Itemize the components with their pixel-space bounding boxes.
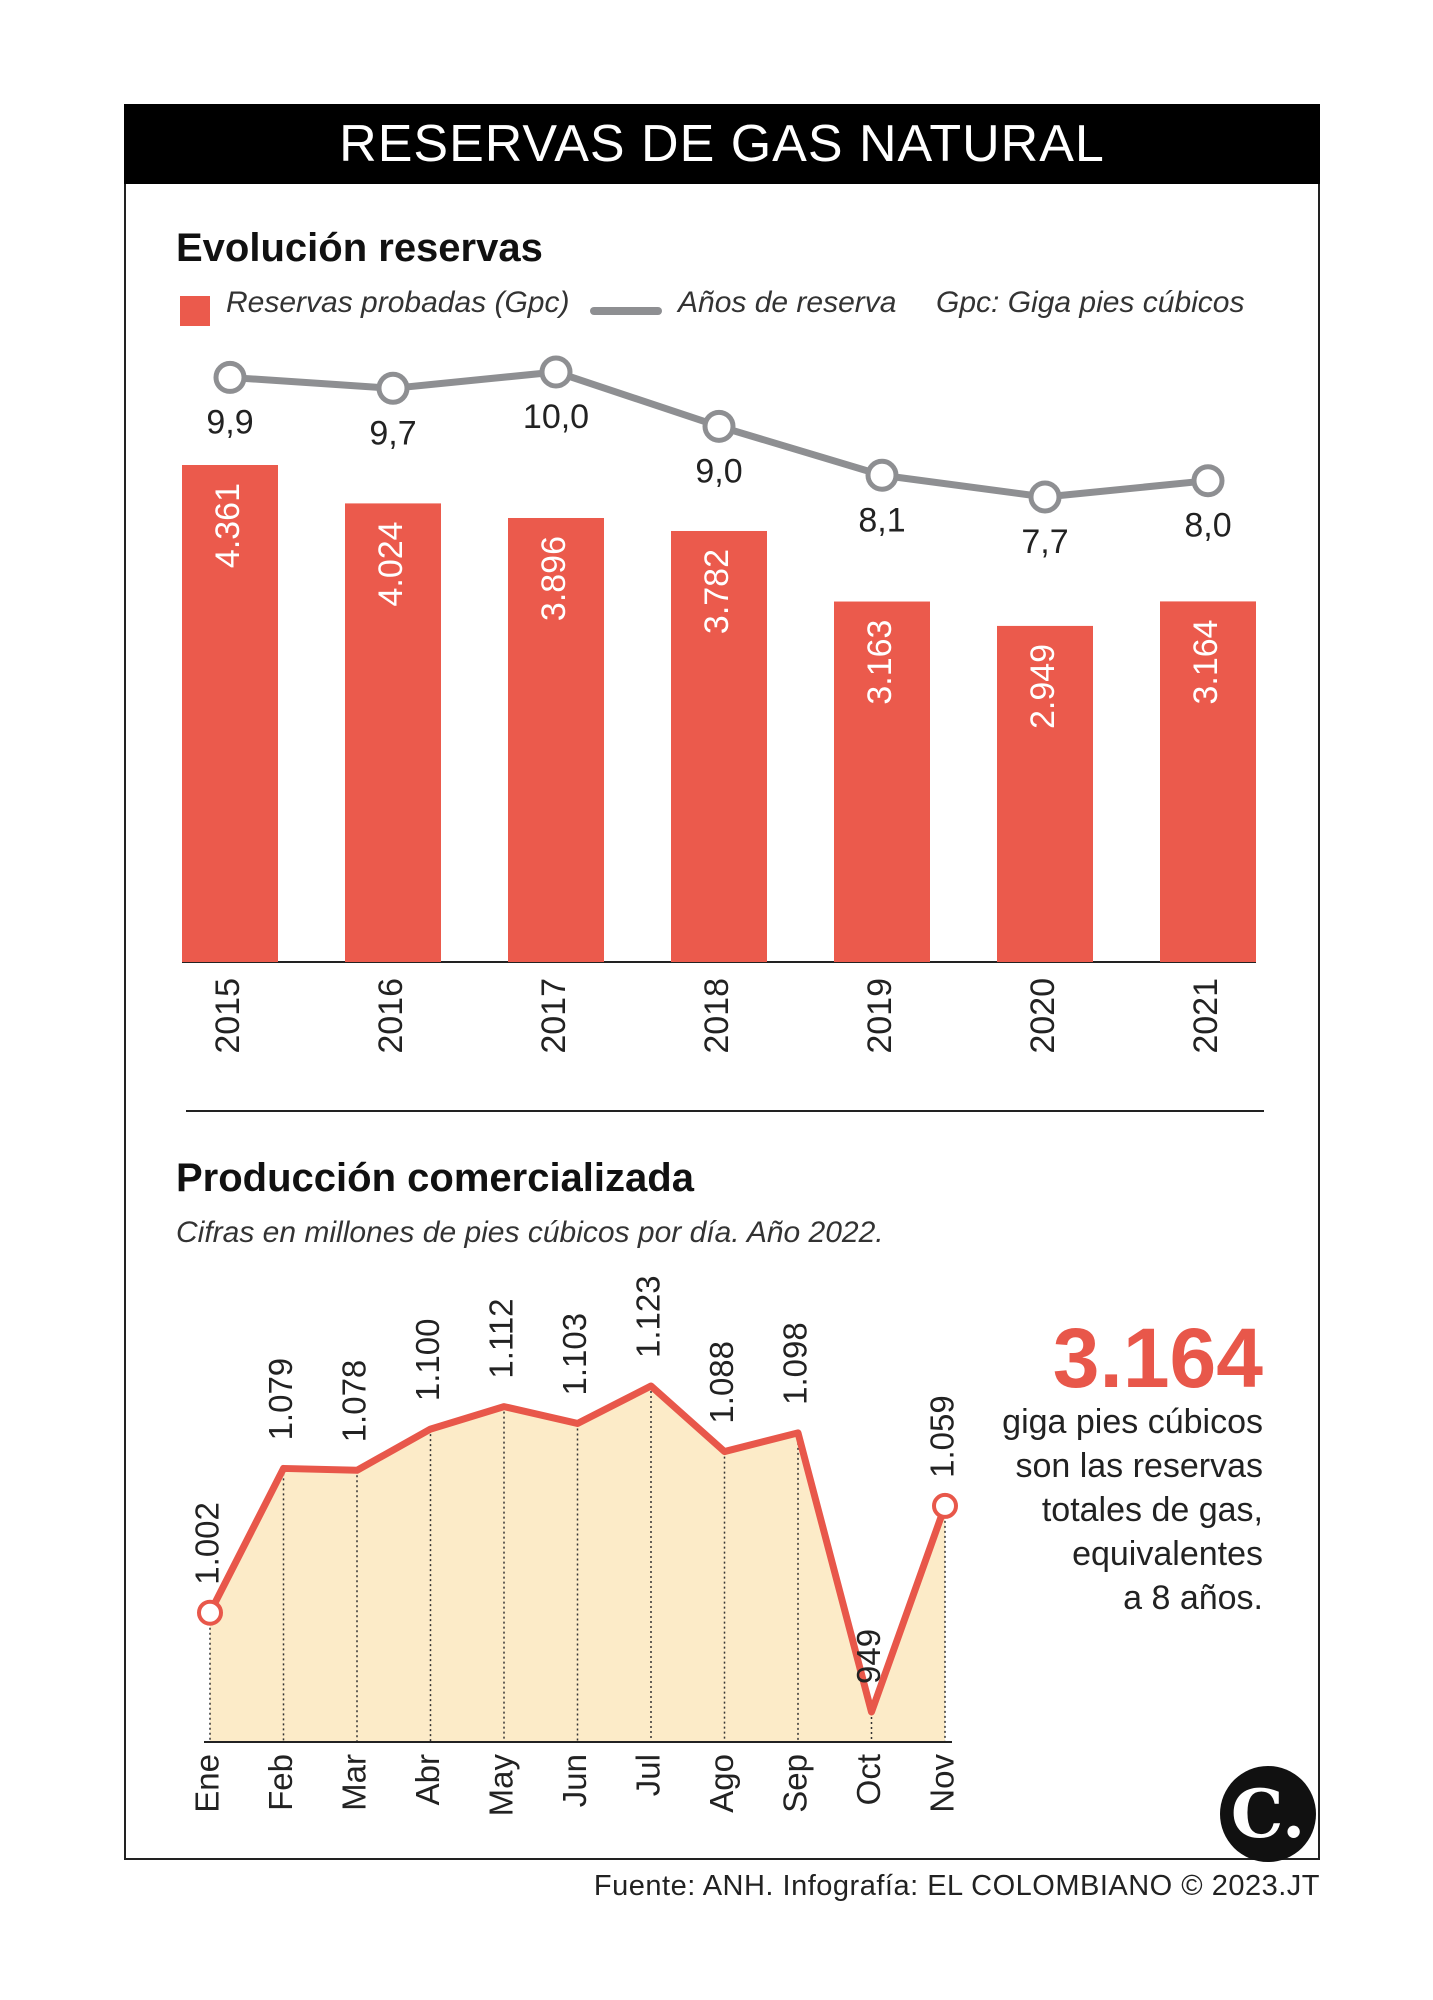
reserve-bar: [182, 465, 278, 962]
bar-value-label: 3.163: [861, 620, 899, 705]
reserve-bar: [345, 503, 441, 962]
years-value-label: 7,7: [1021, 523, 1068, 561]
reserve-bar: [1160, 601, 1256, 962]
production-endpoint: [932, 1492, 958, 1519]
reserves-chart: 4.361 2015 4.024 2016 3.896 2017 3.782 2018 3.16…: [182, 355, 1256, 1054]
line-legend-label: Años de reserva: [678, 286, 897, 319]
production-value-label: 1.103: [556, 1313, 593, 1396]
month-tick-label: Jul: [630, 1754, 667, 1796]
reserves-section-title: Evolución reservas: [176, 226, 543, 270]
years-value-label: 9,0: [695, 452, 742, 490]
bar-value-label: 2.949: [1024, 644, 1062, 729]
month-tick-label: Feb: [262, 1754, 299, 1811]
years-point: [376, 371, 410, 405]
bar-value-label: 4.361: [209, 483, 247, 568]
bar-value-label: 3.164: [1187, 619, 1225, 704]
years-point: [213, 360, 247, 394]
month-tick-label: Abr: [409, 1754, 446, 1805]
month-tick-label: Ago: [703, 1754, 740, 1813]
month-tick-label: Oct: [850, 1754, 887, 1805]
years-value-label: 10,0: [523, 398, 589, 436]
years-point: [1191, 464, 1225, 498]
production-line: [206, 1382, 949, 1716]
highlight-number: 3.164: [1052, 1311, 1263, 1405]
production-section-title: Producción comercializada: [176, 1156, 694, 1200]
highlight-line: a 8 años.: [1123, 1579, 1263, 1617]
production-value-label: 1.112: [483, 1298, 520, 1378]
section-divider: [186, 1110, 1264, 1112]
highlight-note: giga pies cúbicos son las reservas total…: [1002, 1400, 1263, 1620]
reserve-bar: [671, 530, 767, 962]
month-tick-label: Sep: [777, 1754, 814, 1813]
infographic-title: RESERVAS DE GAS NATURAL: [124, 104, 1320, 184]
bar-legend-swatch: [180, 296, 210, 326]
years-value-label: 9,7: [369, 414, 416, 452]
production-subtitle: Cifras en millones de pies cúbicos por d…: [176, 1216, 884, 1249]
highlight-line: totales de gas,: [1041, 1491, 1263, 1529]
month-tick-label: Ene: [189, 1754, 226, 1813]
month-tick-label: Jun: [556, 1754, 593, 1807]
month-tick-label: Nov: [924, 1754, 961, 1813]
year-tick-label: 2015: [209, 978, 247, 1054]
reserve-bar: [834, 601, 930, 962]
month-tick-label: Mar: [336, 1754, 373, 1811]
highlight-line: son las reservas: [1015, 1447, 1263, 1485]
reserve-bar: [508, 517, 604, 962]
production-value-label: 949: [850, 1629, 887, 1684]
highlight-line: equivalentes: [1072, 1535, 1263, 1573]
month-tick-label: May: [483, 1754, 520, 1817]
years-point: [865, 458, 899, 492]
years-point: [702, 409, 736, 443]
production-value-label: 1.059: [924, 1395, 961, 1478]
year-tick-label: 2020: [1024, 978, 1062, 1054]
production-value-label: 1.100: [409, 1318, 446, 1401]
line-legend-swatch: [590, 307, 662, 315]
production-value-label: 1.079: [262, 1358, 299, 1441]
production-value-label: 1.088: [703, 1341, 740, 1424]
year-tick-label: 2016: [372, 978, 410, 1054]
highlight-line: giga pies cúbicos: [1002, 1403, 1263, 1441]
year-tick-label: 2017: [535, 978, 573, 1054]
years-point: [1028, 480, 1062, 514]
years-value-label: 8,1: [858, 501, 905, 539]
production-value-label: 1.098: [777, 1322, 814, 1405]
years-value-label: 8,0: [1184, 507, 1231, 545]
year-tick-label: 2018: [698, 978, 736, 1054]
bar-value-label: 4.024: [372, 521, 410, 606]
production-value-label: 1.123: [630, 1275, 667, 1358]
reserve-bar: [997, 625, 1093, 962]
bar-value-label: 3.896: [535, 536, 573, 621]
years-point: [539, 355, 573, 389]
year-tick-label: 2019: [861, 978, 899, 1054]
bar-value-label: 3.782: [698, 549, 736, 634]
production-value-label: 1.002: [189, 1502, 226, 1585]
production-value-label: 1.078: [336, 1360, 373, 1443]
el-colombiano-logo: C.: [1220, 1766, 1316, 1862]
year-tick-label: 2021: [1187, 978, 1225, 1054]
production-endpoint: [197, 1599, 223, 1626]
years-value-label: 9,9: [206, 403, 253, 441]
units-note: Gpc: Giga pies cúbicos: [936, 286, 1245, 319]
source-credit: Fuente: ANH. Infografía: EL COLOMBIANO ©…: [593, 1870, 1320, 1902]
bar-legend-label: Reservas probadas (Gpc): [226, 286, 570, 319]
